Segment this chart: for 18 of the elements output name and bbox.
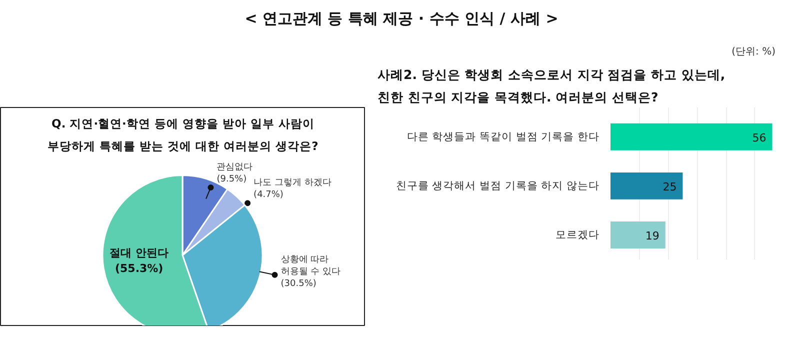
data-label: (4.7%)	[254, 190, 284, 200]
category-label: 모르겠다	[556, 228, 600, 241]
data-label: (55.3%)	[115, 262, 164, 275]
chart-title: 사례2. 당신은 학생회 소속으로서 지각 점검을 하고 있는데, 친한 친구의 지각을 목격했다. 여러분의 선택은?	[378, 67, 726, 104]
slice-label: 상황에 따라 허용될 수 있다	[280, 254, 341, 277]
text: (단위: %)	[732, 46, 776, 58]
chart-subtitle: Q. 지연·혈연·학연 등에 영향을 받아 일부 사람이 부당하게 특혜를 받는 것에 대한 여러분의 생각은?	[48, 116, 318, 153]
slice-label: 나도 그렇게 하겠다	[254, 178, 332, 188]
text: < 연고관계 등 특혜 제공 · 수수 인식 / 사례 >	[244, 10, 558, 28]
data-label: (30.5%)	[280, 278, 316, 289]
slice-label: 관심없다	[216, 162, 253, 173]
category-label: 친구를 생각해서 벌점 기록을 하지 않는다	[396, 180, 600, 192]
data-label: 25	[662, 180, 677, 194]
slice-label: 절대 안된다	[110, 246, 169, 260]
data-label: (9.5%)	[216, 174, 247, 185]
category-label: 다른 학생들과 똑같이 벌점 기록을 한다	[406, 130, 600, 143]
data-label: 19	[645, 229, 660, 242]
data-label: 56	[752, 131, 766, 144]
